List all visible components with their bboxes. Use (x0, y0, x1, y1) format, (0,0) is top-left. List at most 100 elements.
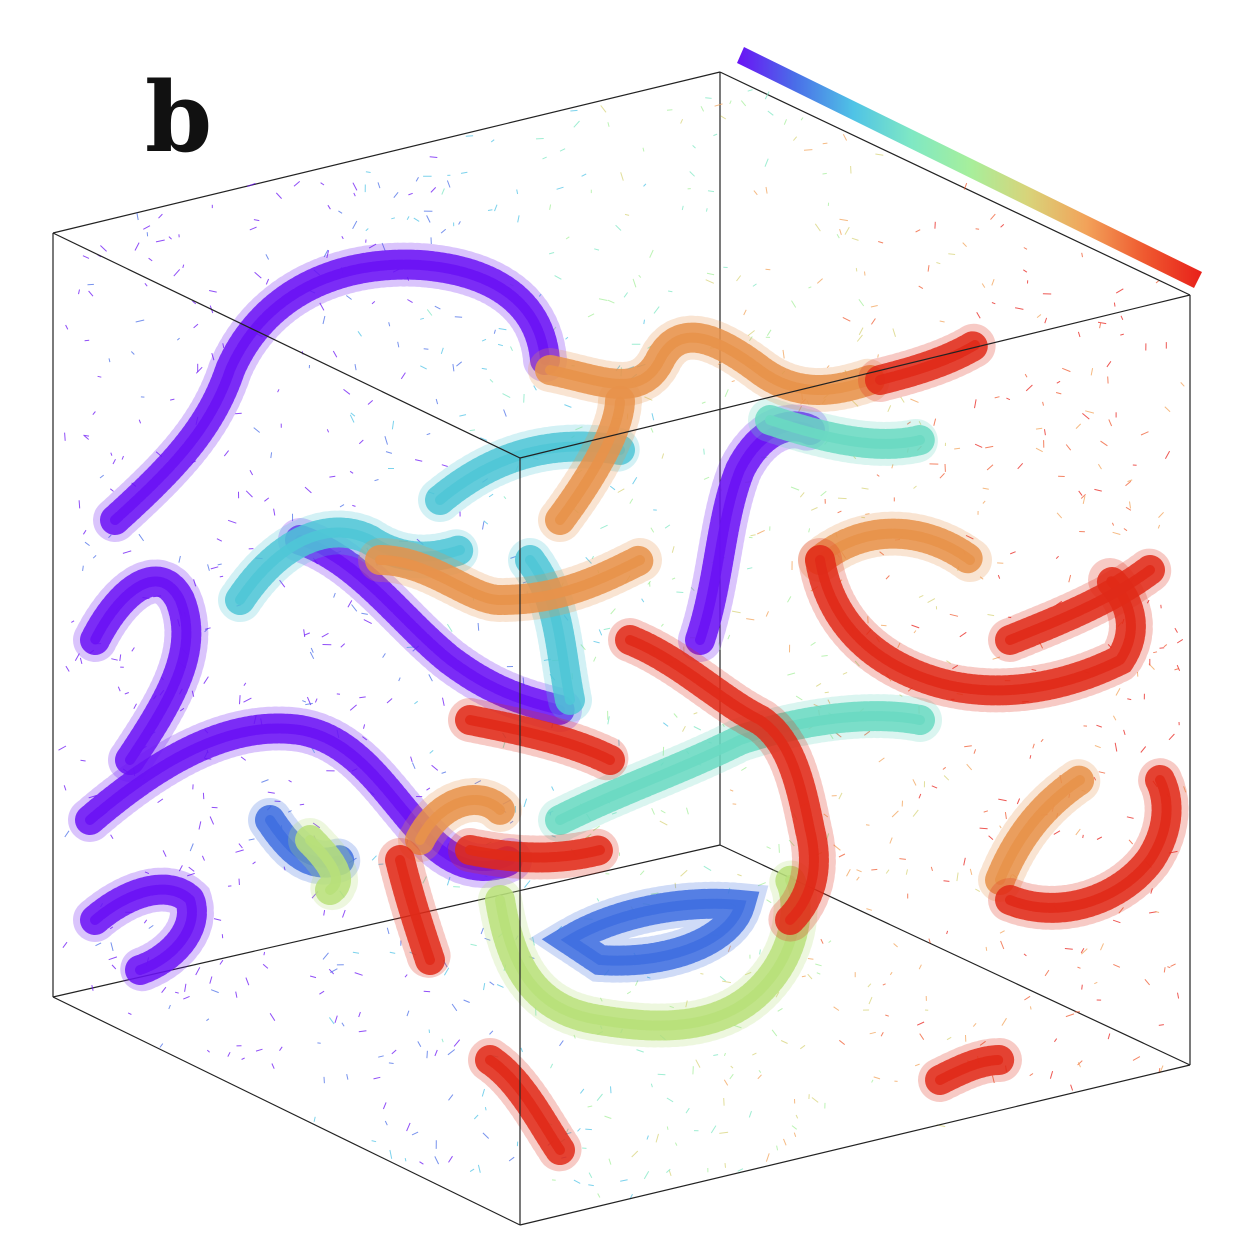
vector-glyph (361, 612, 368, 615)
vector-glyph (856, 334, 863, 342)
vector-glyph (222, 343, 225, 349)
vector-glyph (1000, 940, 1005, 950)
vector-glyph (350, 412, 356, 417)
vector-glyph (705, 208, 708, 212)
cube-edge (719, 71, 1191, 296)
vector-glyph (838, 792, 843, 800)
vector-glyph (626, 991, 632, 995)
vector-glyph (477, 1164, 481, 1173)
vector-glyph (474, 780, 482, 785)
vector-glyph (1163, 967, 1166, 973)
vector-glyph (74, 653, 80, 661)
vector-glyph (575, 426, 583, 431)
vector-glyph (963, 182, 968, 190)
vector-glyph (756, 529, 765, 535)
vector-glyph (976, 312, 981, 319)
vector-glyph (918, 421, 922, 425)
vector-glyph (508, 1156, 515, 1162)
vector-glyph (188, 866, 195, 872)
vector-glyph (1144, 978, 1150, 986)
vector-glyph (710, 1125, 717, 1134)
vector-glyph (1017, 462, 1024, 470)
vector-glyph (855, 267, 858, 272)
vector-glyph (973, 749, 977, 754)
vector-glyph (724, 1163, 726, 1168)
vector-glyph (346, 1073, 349, 1080)
vector-glyph (899, 694, 903, 697)
vector-glyph (353, 192, 356, 197)
vector-glyph (365, 228, 369, 232)
vector-glyph (783, 1138, 787, 1146)
vector-glyph (1081, 984, 1083, 990)
vector-glyph (144, 871, 150, 875)
vector-glyph (193, 579, 197, 587)
vector-glyph (844, 226, 850, 235)
vector-glyph (889, 971, 893, 976)
vector-glyph (483, 983, 486, 991)
vector-glyph (887, 405, 892, 413)
vector-glyph (842, 133, 848, 141)
vector-glyph (661, 453, 665, 459)
vector-glyph (351, 604, 358, 612)
vector-glyph (92, 555, 97, 559)
vector-glyph (328, 1017, 335, 1025)
vector-glyph (966, 763, 973, 771)
vector-glyph (905, 869, 908, 875)
vector-glyph (668, 1169, 672, 1177)
vector-glyph (573, 1034, 576, 1039)
vector-glyph (135, 319, 145, 323)
vector-glyph (1055, 555, 1059, 559)
vector-glyph (752, 1052, 757, 1056)
vector-glyph (646, 976, 651, 979)
vector-glyph (419, 1161, 424, 1165)
vector-glyph (549, 204, 552, 210)
vector-glyph (878, 241, 884, 244)
vector-glyph (587, 313, 595, 318)
vector-glyph (493, 329, 496, 334)
vector-glyph (82, 529, 87, 535)
vector-glyph (1112, 715, 1117, 721)
vector-glyph (551, 786, 555, 791)
vector-glyph (821, 655, 828, 657)
vector-glyph (1128, 839, 1134, 845)
vector-glyph (509, 820, 514, 824)
vector-glyph (446, 180, 451, 188)
vector-glyph (919, 1033, 925, 1040)
vector-glyph (136, 212, 139, 221)
vector-glyph (603, 627, 611, 631)
vector-glyph (918, 964, 922, 970)
vector-glyph (456, 361, 463, 367)
vector-glyph (639, 870, 645, 876)
vector-glyph (992, 1075, 995, 1084)
vector-glyph (1115, 687, 1121, 696)
vector-glyph (1155, 911, 1160, 913)
vector-glyph (1044, 429, 1046, 436)
vector-glyph (446, 623, 453, 632)
vector-glyph (413, 217, 420, 222)
vector-glyph (374, 479, 379, 482)
vector-glyph (644, 396, 653, 401)
vector-glyph (384, 1120, 388, 1126)
vector-glyph (532, 936, 535, 946)
vector-glyph (323, 249, 329, 258)
vector-glyph (790, 486, 800, 491)
vector-glyph (720, 115, 727, 120)
vector-glyph (588, 1184, 594, 1187)
vector-glyph (193, 323, 199, 329)
vector-glyph (1112, 919, 1121, 924)
vector-glyph (598, 629, 603, 636)
vector-glyph (448, 1155, 453, 1163)
vector-glyph (267, 791, 275, 794)
vector-glyph (1065, 1013, 1075, 1018)
vector-glyph (997, 574, 1001, 579)
vector-glyph (503, 496, 507, 500)
vector-glyph (736, 275, 742, 282)
vector-glyph (245, 490, 253, 498)
vector-glyph (183, 995, 190, 1000)
vector-glyph (550, 1063, 554, 1069)
vector-glyph (326, 429, 330, 433)
vector-glyph (643, 319, 645, 325)
vector-glyph (1078, 490, 1083, 496)
vector-glyph (580, 644, 586, 651)
vector-glyph (596, 1093, 603, 1102)
